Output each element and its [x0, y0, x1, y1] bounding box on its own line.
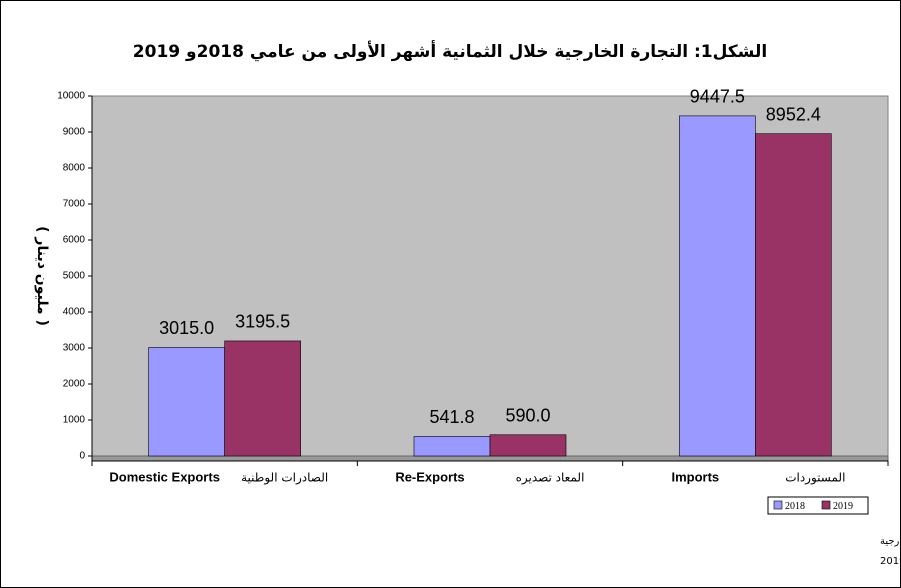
x-tick-label-ar: المستوردات — [785, 471, 845, 486]
chart-title: الشكل1: التجارة الخارجية خلال الثمانية أ… — [133, 40, 767, 62]
y-tick-label: 7000 — [63, 199, 86, 210]
bar — [413, 436, 491, 457]
floor — [91, 455, 889, 462]
y-tick-label: 4000 — [63, 307, 86, 318]
value-label: 3015.0 — [159, 318, 214, 338]
value-label: 8952.4 — [766, 104, 821, 124]
bar — [489, 434, 567, 457]
legend-swatch — [773, 500, 783, 510]
legend-label: 2018 — [785, 501, 805, 512]
bar — [679, 115, 756, 457]
y-tick-label: 9000 — [63, 127, 86, 138]
y-tick-label: 5000 — [63, 271, 86, 282]
x-tick-label: Imports — [671, 469, 719, 484]
x-tick-label: Re-Exports — [395, 469, 464, 484]
legend-swatch — [821, 500, 831, 510]
value-label: 541.8 — [429, 407, 474, 427]
x-tick-label: Domestic Exports — [109, 469, 220, 484]
y-axis-label: ( مليون دينار ) — [34, 226, 50, 326]
value-label: 3195.5 — [235, 312, 290, 332]
y-tick-label: 8000 — [63, 163, 86, 174]
source-line: تقرير إحصاءات التجارة الخارجية لشهر آب 2… — [880, 554, 901, 567]
y-tick-label: 6000 — [63, 235, 86, 246]
bar — [755, 133, 832, 457]
value-label: 590.0 — [505, 406, 550, 426]
x-tick-label-ar: المعاد تصديره — [516, 471, 585, 486]
y-tick-label: 1000 — [63, 415, 86, 426]
y-tick-label: 0 — [79, 451, 85, 462]
y-tick-label: 2000 — [63, 379, 86, 390]
source-line: المصدر: دائرة الإحصاءات العامة/ قسم التج… — [880, 536, 901, 547]
legend-label: 2019 — [833, 501, 853, 512]
legend-box — [767, 496, 869, 515]
y-tick-label: 10000 — [57, 91, 85, 102]
x-tick-label-ar: الصادرات الوطنية — [241, 471, 328, 486]
y-tick-label: 3000 — [63, 343, 86, 354]
value-label: 9447.5 — [690, 87, 745, 107]
bar — [224, 340, 301, 457]
bar — [148, 347, 225, 457]
